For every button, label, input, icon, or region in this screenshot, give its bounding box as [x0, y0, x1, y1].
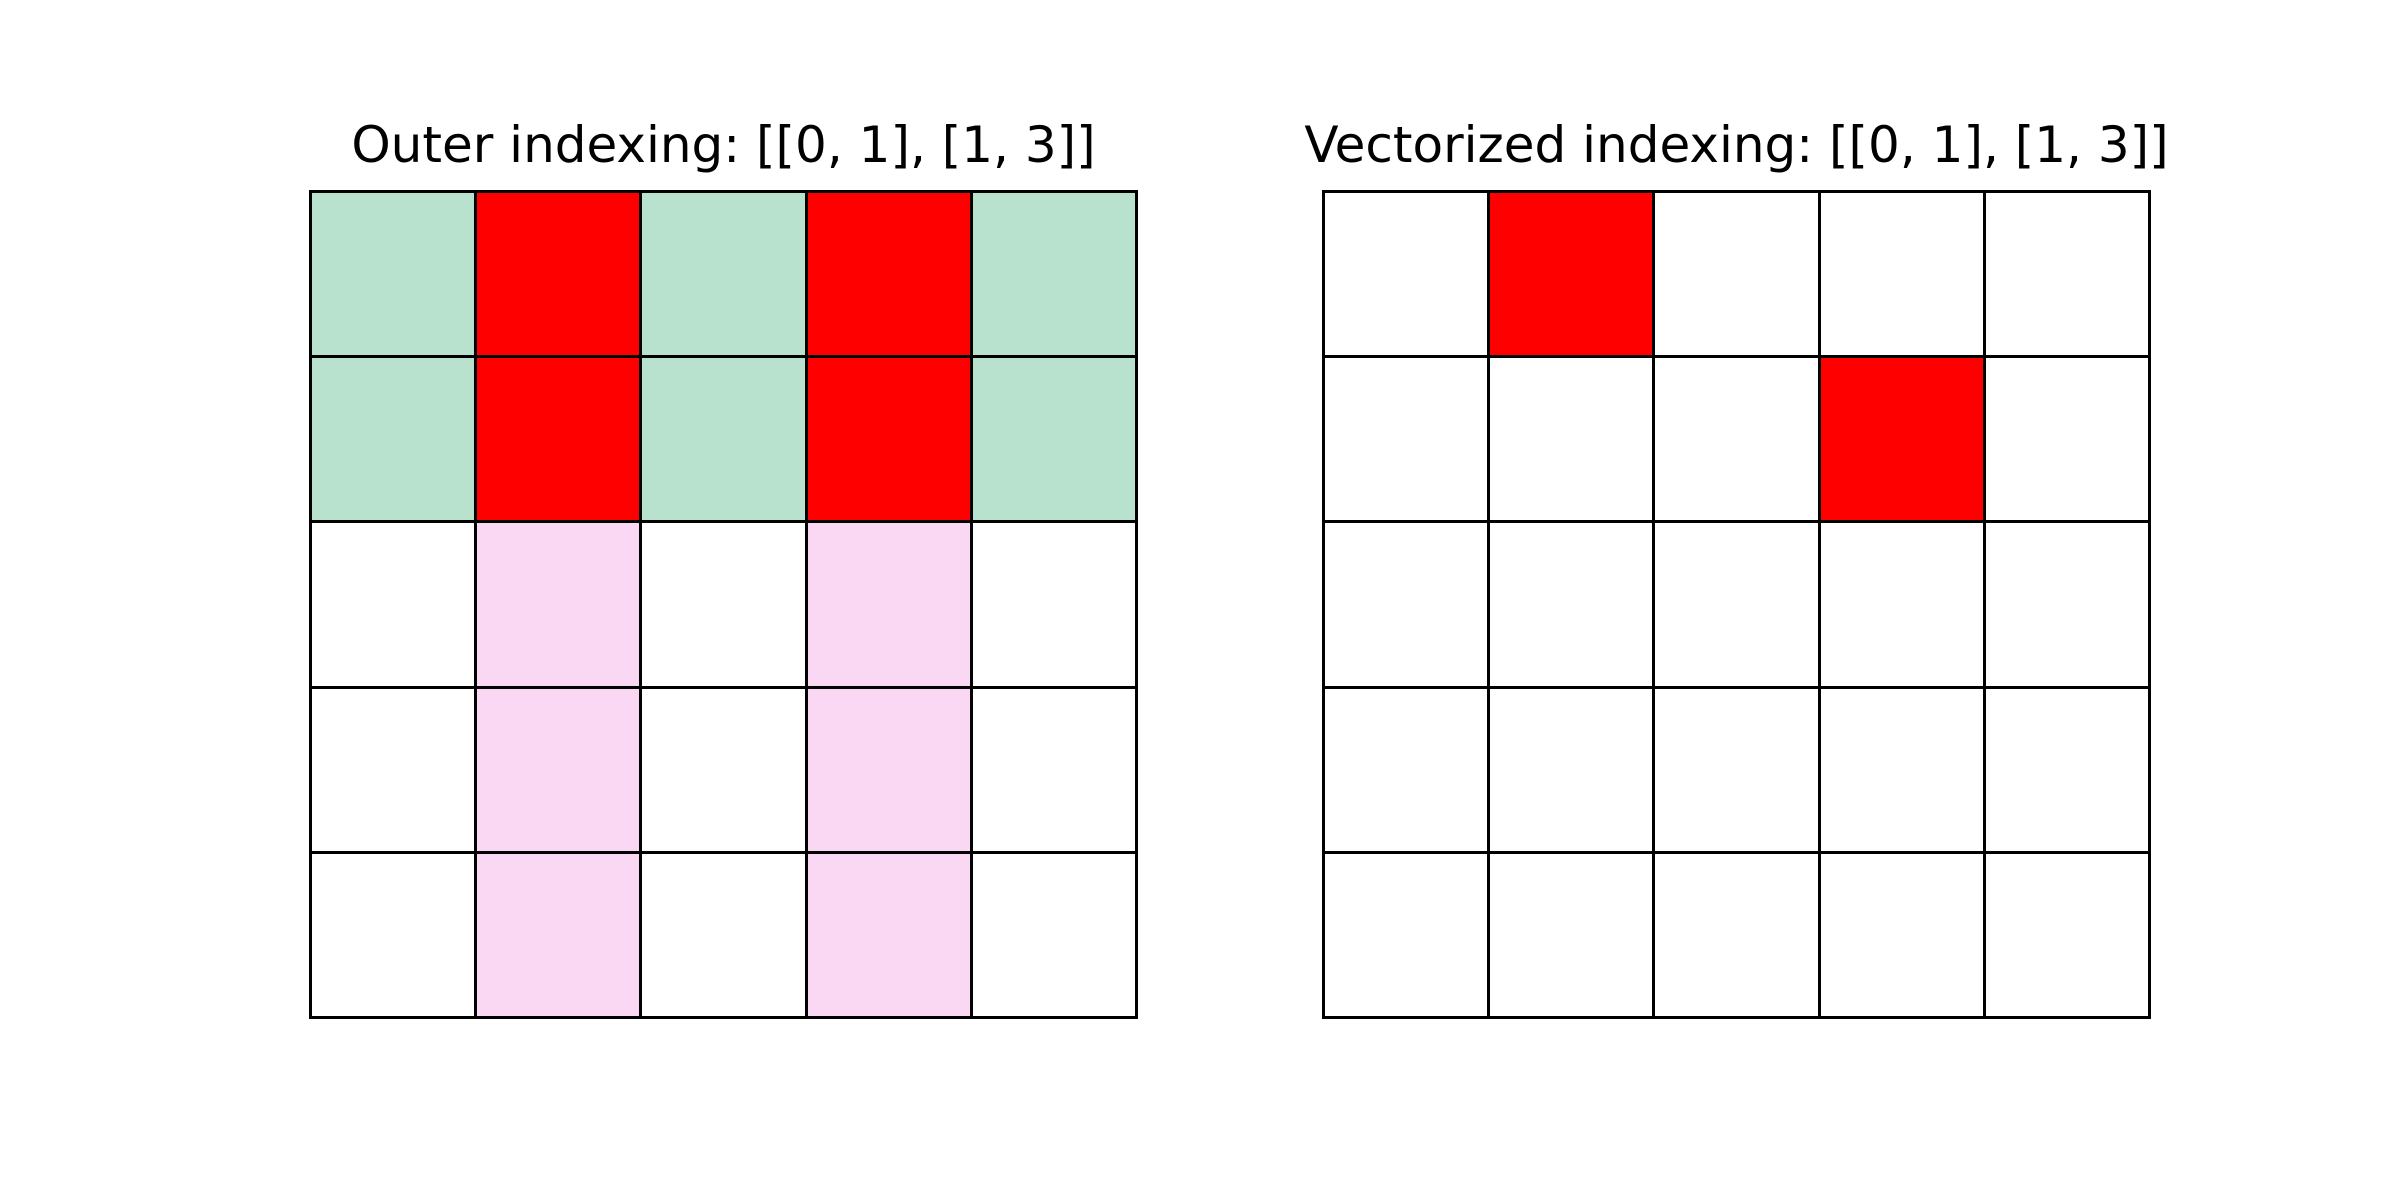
- grid-cell-r0c3-selected: [807, 193, 970, 356]
- grid-cell-r3c2-empty: [642, 688, 805, 851]
- grid-cell-r0c1-selected: [1490, 193, 1653, 356]
- grid-cell-r3c2-empty: [1655, 688, 1818, 851]
- grid-cell-r2c4-empty: [1985, 523, 2148, 686]
- grid-cell-r3c1-empty: [1490, 688, 1653, 851]
- grid-cell-r2c4-empty: [972, 523, 1135, 686]
- grid-cell-r0c0-empty: [1325, 193, 1488, 356]
- grid-cell-r0c4-row_band: [972, 193, 1135, 356]
- grid-cell-r4c2-empty: [1655, 853, 1818, 1016]
- vectorized-indexing-grid: [1322, 190, 2151, 1019]
- grid-cell-r1c1-empty: [1490, 358, 1653, 521]
- grid-cell-r0c1-selected: [477, 193, 640, 356]
- grid-cell-r1c0-row_band: [312, 358, 475, 521]
- grid-cell-r1c0-empty: [1325, 358, 1488, 521]
- grid-cell-r3c3-col_band: [807, 688, 970, 851]
- grid-cell-r3c1-col_band: [477, 688, 640, 851]
- grid-cell-r2c2-empty: [642, 523, 805, 686]
- grid-cell-r4c0-empty: [312, 853, 475, 1016]
- grid-cell-r0c0-row_band: [312, 193, 475, 356]
- grid-cell-r3c0-empty: [1325, 688, 1488, 851]
- grid-cell-r1c3-selected: [807, 358, 970, 521]
- grid-cell-r3c3-empty: [1820, 688, 1983, 851]
- grid-cell-r2c1-col_band: [477, 523, 640, 686]
- grid-cell-r0c2-empty: [1655, 193, 1818, 356]
- grid-cell-r2c1-empty: [1490, 523, 1653, 686]
- panel-outer-indexing: Outer indexing: [[0, 1], [1, 3]]: [309, 100, 1138, 1019]
- outer-indexing-title: Outer indexing: [[0, 1], [1, 3]]: [351, 116, 1096, 174]
- grid-cell-r4c1-col_band: [477, 853, 640, 1016]
- grid-cell-r3c4-empty: [972, 688, 1135, 851]
- vectorized-indexing-title: Vectorized indexing: [[0, 1], [1, 3]]: [1304, 116, 2169, 174]
- grid-cell-r0c4-empty: [1985, 193, 2148, 356]
- grid-cell-r2c3-col_band: [807, 523, 970, 686]
- grid-cell-r1c4-empty: [1985, 358, 2148, 521]
- grid-cell-r4c4-empty: [972, 853, 1135, 1016]
- grid-cell-r0c3-empty: [1820, 193, 1983, 356]
- grid-cell-r1c3-selected: [1820, 358, 1983, 521]
- grid-cell-r0c2-row_band: [642, 193, 805, 356]
- outer-indexing-grid: [309, 190, 1138, 1019]
- grid-cell-r4c4-empty: [1985, 853, 2148, 1016]
- grid-cell-r4c1-empty: [1490, 853, 1653, 1016]
- grid-cell-r2c0-empty: [1325, 523, 1488, 686]
- grid-cell-r3c0-empty: [312, 688, 475, 851]
- grid-cell-r4c2-empty: [642, 853, 805, 1016]
- grid-cell-r2c3-empty: [1820, 523, 1983, 686]
- panel-vectorized-indexing: Vectorized indexing: [[0, 1], [1, 3]]: [1304, 100, 2169, 1019]
- grid-cell-r2c2-empty: [1655, 523, 1818, 686]
- grid-cell-r1c2-empty: [1655, 358, 1818, 521]
- grid-cell-r2c0-empty: [312, 523, 475, 686]
- grid-cell-r4c0-empty: [1325, 853, 1488, 1016]
- grid-cell-r1c2-row_band: [642, 358, 805, 521]
- grid-cell-r4c3-col_band: [807, 853, 970, 1016]
- grid-cell-r1c4-row_band: [972, 358, 1135, 521]
- grid-cell-r3c4-empty: [1985, 688, 2148, 851]
- grid-cell-r1c1-selected: [477, 358, 640, 521]
- grid-cell-r4c3-empty: [1820, 853, 1983, 1016]
